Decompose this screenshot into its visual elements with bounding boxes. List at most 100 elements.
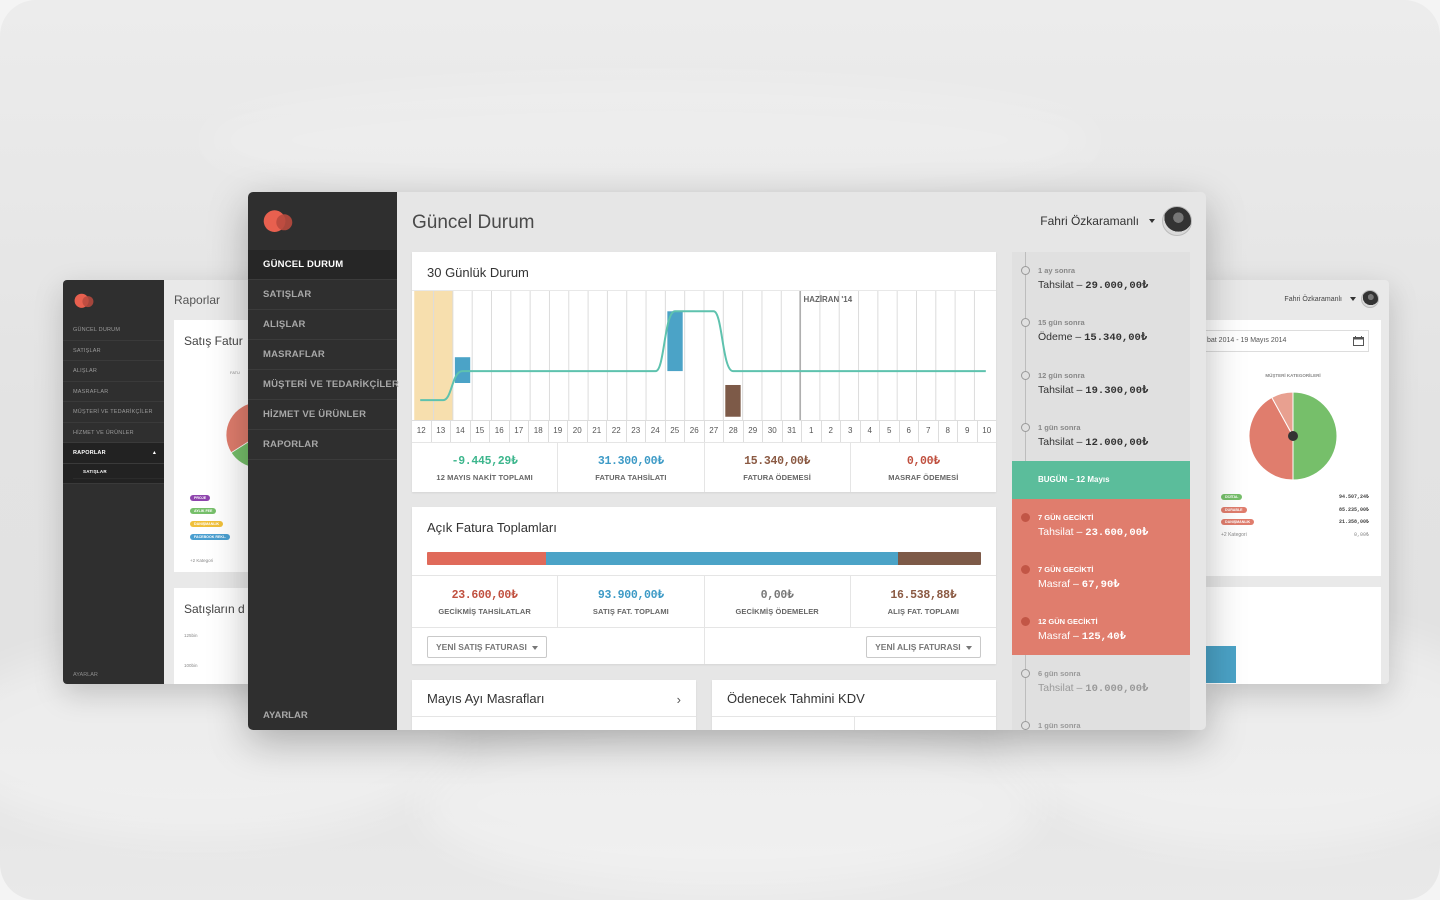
income-bar[interactable] (454, 357, 471, 384)
estimated-vat-title: Ödenecek Tahmini KDV (727, 691, 865, 706)
timeline-event[interactable]: 7 GÜN GECİKTİ Masraf – 67,90₺ (1012, 551, 1190, 603)
estimated-vat-card[interactable]: Ödenecek Tahmini KDV (712, 680, 996, 730)
main-content: Güncel Durum Fahri Özkaramanlı 30 Günlük… (397, 192, 1206, 730)
cashflow-chart: HAZİRAN '14 (412, 290, 996, 420)
timeline-event[interactable]: 1 gün sonra Tahsilat – 12.000,00₺ (1012, 409, 1190, 461)
chevron-right-icon[interactable]: › (676, 692, 681, 707)
chevron-down-icon (1149, 219, 1155, 223)
divider (854, 716, 855, 730)
event-amount: 10.000,00₺ (1085, 683, 1149, 695)
day-tick: 3 (841, 421, 861, 442)
new-purchase-invoice-button[interactable]: YENİ ALIŞ FATURASI (866, 636, 981, 658)
chevron-up-icon: ▴ (153, 450, 156, 456)
avatar (1361, 290, 1379, 308)
event-detail: Tahsilat – 12.000,00₺ (1038, 435, 1149, 449)
legend-row: DURABLE 85.235,00₺ (1221, 504, 1369, 517)
day-tick: 6 (900, 421, 919, 442)
stat-value: -9.445,29₺ (451, 455, 518, 468)
stat-cell: 31.300,00₺ FATURA TAHSİLATI (558, 443, 705, 492)
right-user-menu[interactable]: Fahri Özkaramanlı (1284, 290, 1379, 308)
bar-mark (1205, 646, 1236, 683)
sidebar-item[interactable]: SATIŞLAR (248, 280, 397, 310)
income-bar[interactable] (667, 311, 683, 372)
user-menu[interactable]: Fahri Özkaramanlı (1040, 206, 1192, 236)
event-detail: Ödeme – 15.340,00₺ (1038, 331, 1148, 345)
sidebar-item[interactable]: MASRAFLAR (248, 340, 397, 370)
calendar-icon[interactable] (1353, 336, 1364, 346)
timeline-event[interactable]: 6 gün sonra Tahsilat – 10.000,00₺ (1012, 655, 1190, 707)
sidebar-item[interactable]: ALIŞLAR (248, 310, 397, 340)
legend-more: +2 Kategori (1221, 531, 1247, 538)
reports-subnav-item[interactable]: SATIŞLAR (73, 464, 164, 479)
thirty-day-status-card: 30 Günlük Durum HAZİRAN '14 12 13 14 15 16 17… (412, 252, 996, 492)
new-sales-invoice-button[interactable]: YENİ SATIŞ FATURASI (427, 636, 548, 658)
sidebar-item[interactable]: MÜŞTERİ ve TEDARİKÇİLER (248, 370, 399, 400)
timeline-dot-icon (1021, 721, 1030, 730)
timeline-event[interactable]: 1 ay sonra Tahsilat – 29.000,00₺ (1012, 252, 1190, 304)
legend-tag: DURABLE (1221, 506, 1247, 513)
day-tick: 13 (432, 421, 451, 442)
reports-title: Raporlar (174, 293, 221, 307)
timeline-event[interactable]: 15 gün sonra Ödeme – 15.340,00₺ (1012, 304, 1190, 356)
event-kind: Masraf (1038, 578, 1071, 590)
customer-pie-chart (1248, 391, 1338, 481)
date-range-text: bat 2014 - 19 Mayıs 2014 (1207, 337, 1287, 344)
avatar (1162, 206, 1192, 236)
sale-button-cell: YENİ SATIŞ FATURASI (412, 628, 705, 664)
event-when: 7 GÜN GECİKTİ (1038, 565, 1094, 574)
timeline-event[interactable]: 12 GÜN GECİKTİ Masraf – 125,40₺ (1012, 603, 1190, 655)
timeline-event[interactable]: 1 gün sonra (1012, 707, 1190, 730)
day-tick: 9 (958, 421, 978, 442)
stat-cell: 23.600,00₺ GECİKMİŞ TAHSİLATLAR (412, 576, 559, 627)
timeline-dot-icon (1021, 565, 1030, 574)
chevron-down-icon (532, 645, 539, 650)
day-tick: 27 (705, 421, 724, 442)
stat-value: 31.300,00₺ (597, 455, 664, 468)
sidebar-item[interactable]: GÜNCEL DURUM (248, 250, 397, 280)
category-tag: AYLIK FEE (190, 508, 217, 514)
timeline-event[interactable]: 7 GÜN GECİKTİ Tahsilat – 23.600,00₺ (1012, 499, 1190, 551)
event-amount: 15.340,00₺ (1084, 332, 1148, 345)
reports-nav-item[interactable]: MÜŞTERİ ve TEDARİKÇİLER (63, 402, 164, 423)
reports-nav-item[interactable]: ALIŞLAR (63, 361, 164, 382)
main-nav: GÜNCEL DURUM SATIŞLAR ALIŞLAR MASRAFLAR MÜŞT… (248, 250, 399, 460)
payment-timeline: 1 ay sonra Tahsilat – 29.000,00₺ 15 gün so… (1012, 252, 1190, 730)
sidebar-item[interactable]: RAPORLAR (248, 430, 397, 460)
overdue-group: 7 GÜN GECİKTİ Tahsilat – 23.600,00₺ 7 GÜN … (1012, 499, 1190, 655)
reports-nav-item[interactable]: MASRAFLAR (63, 382, 164, 402)
day-tick: 29 (744, 421, 763, 442)
sidebar-item[interactable]: HİZMET ve ÜRÜNLER (248, 400, 397, 430)
reports-settings-link[interactable]: AYARLAR (73, 672, 98, 678)
pie-slice (1248, 396, 1294, 481)
app-logo-icon[interactable] (262, 208, 294, 232)
customer-legend: DİJİTAL 94.507,24₺ DURABLE 85.235,00₺ DANIŞM… (1221, 491, 1369, 541)
invoice-bar-segment (897, 552, 981, 565)
pie-center-icon (1288, 431, 1298, 441)
reports-nav-active[interactable]: RAPORLAR ▴ (63, 443, 164, 464)
event-detail: Tahsilat – 10.000,00₺ (1038, 682, 1149, 695)
day-tick: 18 (529, 421, 549, 442)
may-expenses-card[interactable]: Mayıs Ayı Masrafları › (412, 680, 696, 730)
stat-value: 0,00₺ (906, 455, 940, 468)
reports-sidebar: GÜNCEL DURUM SATIŞLAR ALIŞLAR MASRAFLAR MÜŞT… (63, 280, 164, 684)
event-when: 12 gün sonra (1038, 370, 1085, 380)
customer-category-title: MÜŞTERİ KATEGORİLERİ (1265, 373, 1321, 378)
legend-value: 94.507,24₺ (1338, 494, 1369, 501)
month-label: HAZİRAN '14 (804, 295, 853, 304)
reports-nav-item[interactable]: HİZMET ve ÜRÜNLER (63, 423, 164, 443)
expense-bar[interactable] (725, 384, 741, 417)
timeline-event[interactable]: 12 gün sonra Tahsilat – 19.300,00₺ (1012, 357, 1190, 409)
stat-cell: 93.900,00₺ SATIŞ FAT. TOPLAMI (558, 576, 705, 627)
date-range-input[interactable]: bat 2014 - 19 Mayıs 2014 (1205, 330, 1369, 352)
event-when: 15 gün sonra (1038, 318, 1085, 328)
settings-link[interactable]: AYARLAR (263, 710, 308, 721)
reports-subnav-item[interactable]: ALIŞLAR (73, 479, 164, 483)
reports-nav-item[interactable]: SATIŞLAR (63, 341, 164, 361)
thirty-day-title: 30 Günlük Durum (427, 265, 529, 280)
timeline-dot-icon (1021, 422, 1030, 432)
category-tag: PROJE (190, 495, 211, 501)
day-tick: 15 (471, 421, 490, 442)
sales-tags-more: +2 Kategori (190, 558, 214, 563)
reports-nav-item[interactable]: GÜNCEL DURUM (63, 320, 164, 341)
